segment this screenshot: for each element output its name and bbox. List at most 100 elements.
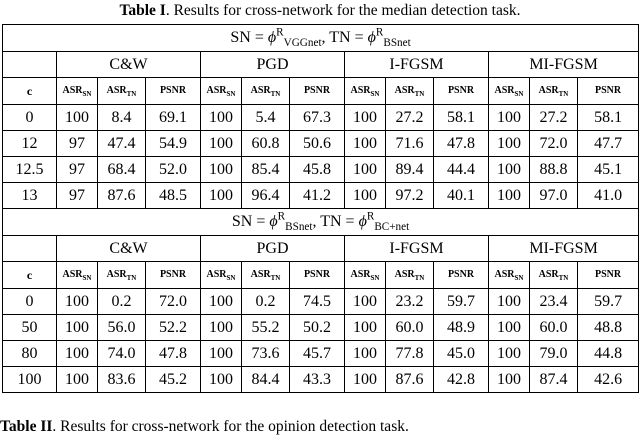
value-cell: 83.6	[97, 366, 146, 393]
tn-label: TN =	[320, 213, 359, 230]
table-row: 12.5 97 68.4 52.0 100 85.4 45.8 100 89.4 44.4 100 8…	[2, 156, 640, 183]
value-cell: 74.5	[289, 288, 345, 315]
asr-tn-header: ASRTN	[241, 261, 290, 289]
value-cell: 72.0	[529, 130, 578, 157]
value-cell: 69.1	[145, 104, 201, 131]
asr-tn-header: ASRTN	[385, 77, 434, 105]
sn-phi: ϕ	[267, 29, 277, 46]
asr-text: ASR	[206, 85, 227, 96]
c-value: 12.5	[2, 156, 57, 183]
asr-sn-header: ASRSN	[488, 77, 530, 105]
value-cell: 41.2	[289, 182, 345, 209]
value-cell: 100	[488, 366, 530, 393]
tn-label: TN =	[329, 29, 368, 46]
tn-text: TN	[270, 90, 281, 98]
value-cell: 100	[200, 288, 242, 315]
value-cell: 71.6	[385, 130, 434, 157]
sn-text: SN	[514, 90, 524, 98]
asr-sn-header: ASRSN	[344, 77, 386, 105]
asr-text: ASR	[394, 85, 415, 96]
asr-text: ASR	[250, 269, 271, 280]
value-cell: 60.0	[385, 314, 434, 341]
value-cell: 100	[200, 182, 242, 209]
value-cell: 45.1	[576, 156, 640, 183]
c-value: 13	[2, 182, 57, 209]
asr-text: ASR	[394, 269, 415, 280]
value-cell: 44.4	[433, 156, 489, 183]
attack-name: C&W	[56, 51, 201, 78]
attack-name: I-FGSM	[344, 235, 489, 262]
attack-name: I-FGSM	[344, 51, 489, 78]
value-cell: 23.4	[529, 288, 578, 315]
value-cell: 96.4	[241, 182, 290, 209]
table-caption: Table I. Results for cross-network for t…	[0, 2, 640, 20]
table-row: 12 97 47.4 54.9 100 60.8 50.6 100 71.6 47.8 100 72.…	[2, 130, 640, 157]
value-cell: 100	[488, 288, 530, 315]
tn-text: TN	[414, 274, 425, 282]
caption-text: . Results for cross-network for the medi…	[165, 2, 521, 19]
value-cell: 41.0	[576, 182, 640, 209]
asr-text: ASR	[62, 85, 83, 96]
c-value: 12	[2, 130, 57, 157]
psnr-header: PSNR	[289, 77, 345, 105]
c-header: c	[2, 77, 57, 105]
asr-text: ASR	[350, 269, 371, 280]
value-cell: 48.9	[433, 314, 489, 341]
c-value: 50	[2, 314, 57, 341]
value-cell: 50.6	[289, 130, 345, 157]
sn-sub: VGGnet	[283, 37, 322, 50]
asr-text: ASR	[538, 269, 559, 280]
sn-text: SN	[82, 274, 92, 282]
psnr-header: PSNR	[576, 261, 640, 289]
value-cell: 79.0	[529, 340, 578, 367]
asr-sn-header: ASRSN	[200, 77, 242, 105]
asr-text: ASR	[494, 85, 515, 96]
value-cell: 87.6	[385, 366, 434, 393]
value-cell: 100	[200, 340, 242, 367]
attack-name: PGD	[200, 51, 345, 78]
value-cell: 100	[56, 340, 98, 367]
value-cell: 100	[488, 130, 530, 157]
sn-text: SN	[82, 90, 92, 98]
asr-tn-header: ASRTN	[97, 261, 146, 289]
value-cell: 100	[344, 182, 386, 209]
results-table-body: SN = ϕRVGGnet, TN = ϕRBSnet C&W PGD I-FGSM M…	[1, 24, 640, 393]
table-row: 0 100 8.4 69.1 100 5.4 67.3 100 27.2 58.1 100 27.2 5…	[2, 104, 640, 131]
value-cell: 88.8	[529, 156, 578, 183]
asr-sn-header: ASRSN	[56, 77, 98, 105]
results-table: SN = ϕRVGGnet, TN = ϕRBSnet C&W PGD I-FGSM M…	[1, 24, 640, 393]
value-cell: 84.4	[241, 366, 290, 393]
metric-header-row: c ASRSN ASRTN PSNR ASRSN ASRTN PSNR ASRSN ASRTN P…	[2, 261, 640, 289]
value-cell: 100	[344, 156, 386, 183]
value-cell: 58.1	[433, 104, 489, 131]
value-cell: 48.5	[145, 182, 201, 209]
value-cell: 42.8	[433, 366, 489, 393]
value-cell: 60.0	[529, 314, 578, 341]
sn-label: SN =	[230, 29, 268, 46]
value-cell: 100	[344, 366, 386, 393]
value-cell: 52.0	[145, 156, 201, 183]
asr-text: ASR	[250, 85, 271, 96]
value-cell: 47.7	[576, 130, 640, 157]
value-cell: 97	[56, 130, 98, 157]
value-cell: 72.0	[145, 288, 201, 315]
table-row: 0 100 0.2 72.0 100 0.2 74.5 100 23.2 59.7 100 23.4 5…	[2, 288, 640, 315]
psnr-header: PSNR	[433, 77, 489, 105]
asr-tn-header: ASRTN	[241, 77, 290, 105]
attack-header-row: C&W PGD I-FGSM MI-FGSM	[2, 235, 640, 262]
tn-sub: BC+net	[374, 221, 410, 234]
attack-name: MI-FGSM	[487, 235, 640, 262]
asr-sn-header: ASRSN	[56, 261, 98, 289]
value-cell: 0.2	[97, 288, 146, 315]
value-cell: 27.2	[385, 104, 434, 131]
value-cell: 97	[56, 182, 98, 209]
config-row: SN = ϕRVGGnet, TN = ϕRBSnet	[1, 24, 640, 52]
value-cell: 59.7	[576, 288, 640, 315]
tn-text: TN	[558, 274, 569, 282]
next-caption-label: Table II	[0, 418, 53, 435]
c-value: 0	[2, 104, 57, 131]
value-cell: 74.0	[97, 340, 146, 367]
caption-label: Table I	[119, 2, 166, 19]
tn-text: TN	[558, 90, 569, 98]
value-cell: 43.3	[289, 366, 345, 393]
